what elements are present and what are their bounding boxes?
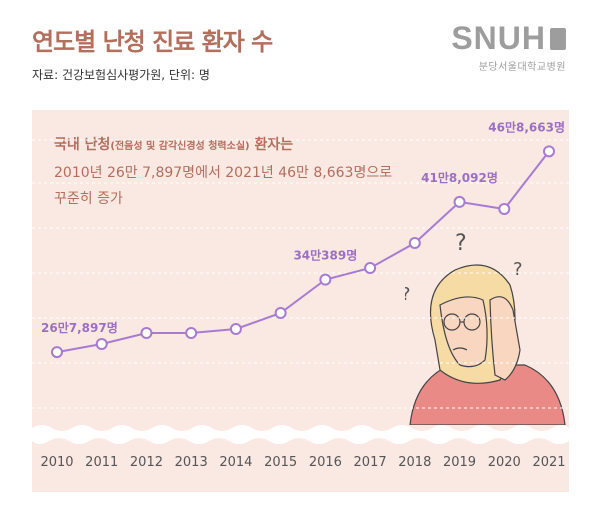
data-labels: 26만7,897명 34만389명 41만8,092명 46만8,663명 xyxy=(41,119,565,335)
chart-description: 국내 난청(전음성 및 감각신경성 청력소실) 환자는 2010년 26만 7,… xyxy=(54,132,392,212)
x-tick-label-2016: 2016 xyxy=(309,455,342,470)
data-point-2017 xyxy=(364,262,377,274)
x-tick-label-2010: 2010 xyxy=(40,455,73,470)
description-suffix: 환자는 xyxy=(249,137,294,153)
description-line-1: 국내 난청(전음성 및 감각신경성 청력소실) 환자는 xyxy=(54,132,392,160)
x-tick-label-2014: 2014 xyxy=(219,455,252,470)
snuh-logo: SNUH 분당서울대학교병원 xyxy=(451,22,566,73)
x-tick-label-2013: 2013 xyxy=(175,455,208,470)
data-point-2011 xyxy=(95,338,108,350)
x-tick-label-2018: 2018 xyxy=(398,455,431,470)
data-point-2020 xyxy=(498,203,511,215)
data-point-2015 xyxy=(274,307,287,319)
description-paren: (전음성 및 감각신경성 청력소실) xyxy=(110,141,250,152)
data-label-2021: 46만8,663명 xyxy=(488,119,565,134)
x-tick-label-2020: 2020 xyxy=(488,455,521,470)
x-tick-label-2019: 2019 xyxy=(443,455,476,470)
x-tick-label-2017: 2017 xyxy=(354,455,387,470)
x-axis: 2010 2011 2012 2013 2014 2015 2016 2017 2018 2019… xyxy=(40,455,565,470)
chart-source: 자료: 건강보험심사평가원, 단위: 명 xyxy=(32,68,210,82)
torn-edge xyxy=(32,425,569,444)
question-mark-icon: ? xyxy=(405,284,411,305)
person-shirt xyxy=(409,364,566,425)
x-tick-label-2021: 2021 xyxy=(532,455,565,470)
logo-sub-text: 분당서울대학교병원 xyxy=(478,62,566,73)
x-tick-label-2011: 2011 xyxy=(85,455,118,470)
data-points xyxy=(51,145,555,359)
data-label-2010: 26만7,897명 xyxy=(41,320,118,335)
data-point-2019 xyxy=(453,195,466,208)
x-tick-label-2015: 2015 xyxy=(264,455,297,470)
data-point-2010 xyxy=(51,346,63,359)
description-prefix: 국내 난청 xyxy=(54,137,111,153)
data-point-2012 xyxy=(140,327,153,339)
data-point-2016 xyxy=(319,273,332,286)
series-line xyxy=(56,150,550,354)
logo-emblem-icon xyxy=(550,28,566,50)
data-point-2014 xyxy=(229,323,242,335)
description-line-3: 꾸준히 증가 xyxy=(54,191,123,207)
x-tick-label-2012: 2012 xyxy=(130,455,163,470)
question-mark-icon: ? xyxy=(455,231,467,256)
data-point-2013 xyxy=(185,327,198,339)
data-label-2019: 41만8,092명 xyxy=(421,170,498,185)
data-point-2018 xyxy=(408,237,421,249)
description-line-2: 2010년 26만 7,897명에서 2021년 46만 8,663명으로 xyxy=(54,165,393,181)
confused-person-illustration: ? ? ? xyxy=(405,231,566,425)
data-point-2021 xyxy=(543,145,555,158)
person-mouth xyxy=(452,347,468,351)
logo-main-text: SNUH xyxy=(451,20,546,56)
data-label-2016: 34만389명 xyxy=(293,248,357,263)
question-mark-icon: ? xyxy=(513,259,523,280)
chart-title: 연도별 난청 진료 환자 수 xyxy=(32,28,273,56)
